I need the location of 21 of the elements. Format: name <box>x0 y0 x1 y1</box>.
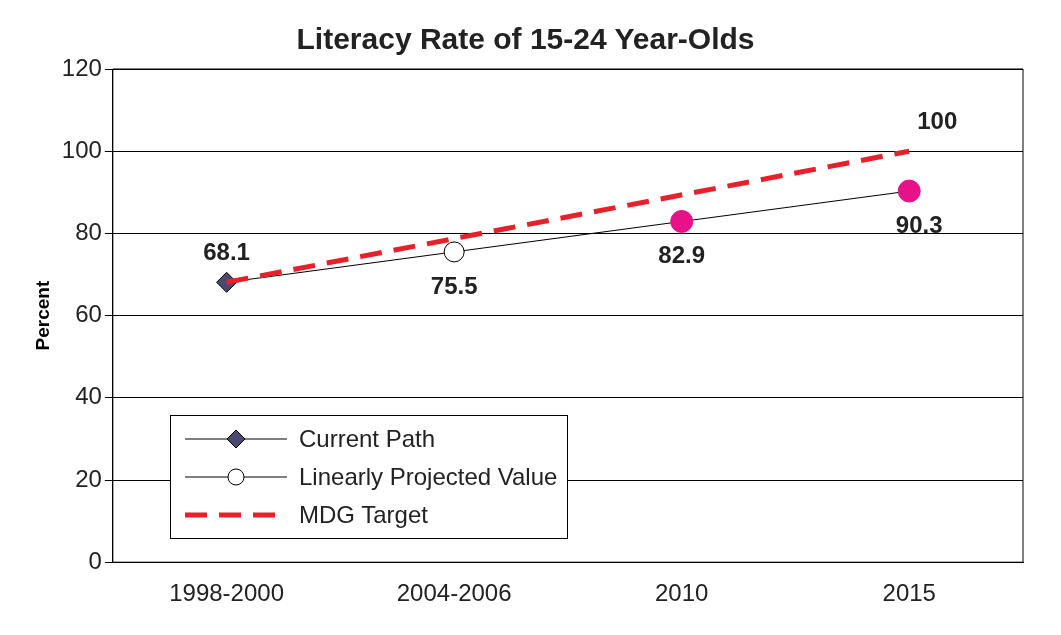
y-axis-title: Percent <box>31 280 53 351</box>
y-tick-label: 80 <box>75 218 102 246</box>
y-tick-label: 40 <box>75 382 102 410</box>
legend-label: MDG Target <box>299 501 428 529</box>
data-label: 90.3 <box>895 211 943 239</box>
y-tick-label: 20 <box>75 464 102 492</box>
y-tick-label: 60 <box>75 300 102 328</box>
data-label: 82.9 <box>658 241 706 269</box>
chart-title: Literacy Rate of 15-24 Year-Olds <box>296 22 755 56</box>
y-tick-label: 120 <box>61 53 102 81</box>
x-tick-label: 2010 <box>655 579 709 607</box>
y-tick-label: 0 <box>88 546 102 574</box>
x-tick-label: 2004-2006 <box>396 579 512 607</box>
data-label: 68.1 <box>203 238 250 266</box>
data-label: 100 <box>917 107 958 135</box>
data-label: 75.5 <box>430 271 478 299</box>
legend-label: Linearly Projected Value <box>299 463 558 491</box>
x-tick-label: 1998-2000 <box>169 579 284 607</box>
legend-label: Current Path <box>299 425 436 453</box>
x-tick-label: 2015 <box>882 579 936 607</box>
y-tick-label: 100 <box>61 135 102 163</box>
